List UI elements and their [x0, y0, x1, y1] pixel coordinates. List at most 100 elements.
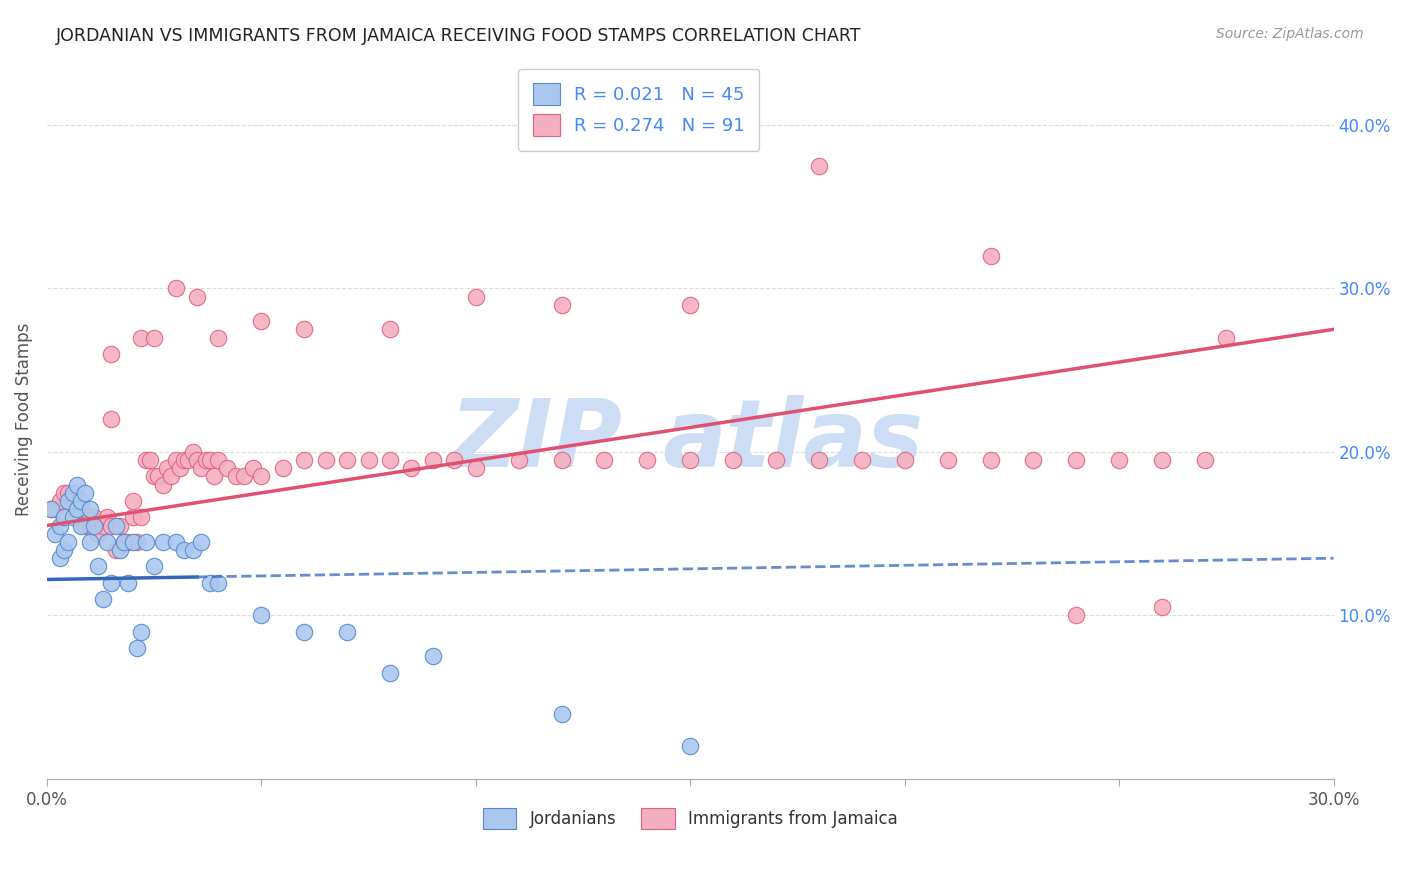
Point	[79, 534, 101, 549]
Point	[1152, 453, 1174, 467]
Point	[807, 453, 830, 467]
Point	[70, 494, 93, 508]
Point	[117, 534, 139, 549]
Point	[49, 494, 72, 508]
Point	[378, 322, 401, 336]
Point	[39, 502, 62, 516]
Point	[936, 453, 959, 467]
Point	[125, 534, 148, 549]
Point	[198, 575, 221, 590]
Point	[190, 534, 212, 549]
Point	[100, 347, 122, 361]
Point	[336, 624, 359, 639]
Point	[44, 526, 66, 541]
Point	[215, 461, 238, 475]
Point	[121, 510, 143, 524]
Point	[593, 453, 616, 467]
Point	[336, 453, 359, 467]
Point	[194, 453, 217, 467]
Point	[422, 649, 444, 664]
Point	[96, 534, 118, 549]
Point	[129, 624, 152, 639]
Point	[1064, 608, 1087, 623]
Point	[96, 510, 118, 524]
Point	[550, 453, 572, 467]
Text: Source: ZipAtlas.com: Source: ZipAtlas.com	[1216, 27, 1364, 41]
Point	[143, 469, 166, 483]
Point	[66, 502, 89, 516]
Point	[893, 453, 915, 467]
Point	[207, 330, 229, 344]
Point	[233, 469, 256, 483]
Point	[165, 453, 187, 467]
Point	[112, 534, 135, 549]
Point	[152, 477, 174, 491]
Point	[979, 249, 1001, 263]
Point	[271, 461, 294, 475]
Point	[53, 485, 76, 500]
Point	[315, 453, 337, 467]
Point	[250, 608, 273, 623]
Point	[636, 453, 658, 467]
Point	[121, 494, 143, 508]
Point	[807, 159, 830, 173]
Text: ZIP: ZIP	[450, 395, 623, 487]
Point	[1108, 453, 1130, 467]
Point	[165, 281, 187, 295]
Point	[156, 461, 179, 475]
Point	[202, 469, 225, 483]
Point	[679, 453, 702, 467]
Point	[100, 518, 122, 533]
Point	[129, 510, 152, 524]
Point	[62, 494, 84, 508]
Point	[125, 641, 148, 656]
Point	[181, 445, 204, 459]
Point	[83, 518, 105, 533]
Point	[91, 592, 114, 607]
Point	[679, 298, 702, 312]
Point	[160, 469, 183, 483]
Point	[177, 453, 200, 467]
Point	[49, 518, 72, 533]
Point	[104, 543, 127, 558]
Point	[765, 453, 787, 467]
Point	[225, 469, 247, 483]
Point	[679, 739, 702, 754]
Point	[242, 461, 264, 475]
Point	[66, 494, 89, 508]
Y-axis label: Receiving Food Stamps: Receiving Food Stamps	[15, 323, 32, 516]
Point	[357, 453, 380, 467]
Point	[169, 461, 191, 475]
Point	[100, 412, 122, 426]
Point	[1194, 453, 1216, 467]
Point	[198, 453, 221, 467]
Point	[851, 453, 873, 467]
Text: JORDANIAN VS IMMIGRANTS FROM JAMAICA RECEIVING FOOD STAMPS CORRELATION CHART: JORDANIAN VS IMMIGRANTS FROM JAMAICA REC…	[56, 27, 862, 45]
Point	[143, 330, 166, 344]
Point	[62, 510, 84, 524]
Point	[75, 518, 97, 533]
Text: atlas: atlas	[662, 395, 924, 487]
Point	[75, 485, 97, 500]
Point	[186, 453, 208, 467]
Point	[422, 453, 444, 467]
Point	[292, 322, 315, 336]
Point	[292, 624, 315, 639]
Point	[464, 461, 486, 475]
Point	[139, 453, 162, 467]
Point	[70, 518, 93, 533]
Point	[79, 502, 101, 516]
Point	[378, 665, 401, 680]
Point	[104, 518, 127, 533]
Point	[100, 575, 122, 590]
Point	[550, 298, 572, 312]
Point	[135, 453, 157, 467]
Point	[207, 575, 229, 590]
Point	[173, 543, 195, 558]
Point	[66, 477, 89, 491]
Point	[152, 534, 174, 549]
Point	[250, 469, 273, 483]
Point	[1022, 453, 1045, 467]
Point	[70, 502, 93, 516]
Point	[721, 453, 744, 467]
